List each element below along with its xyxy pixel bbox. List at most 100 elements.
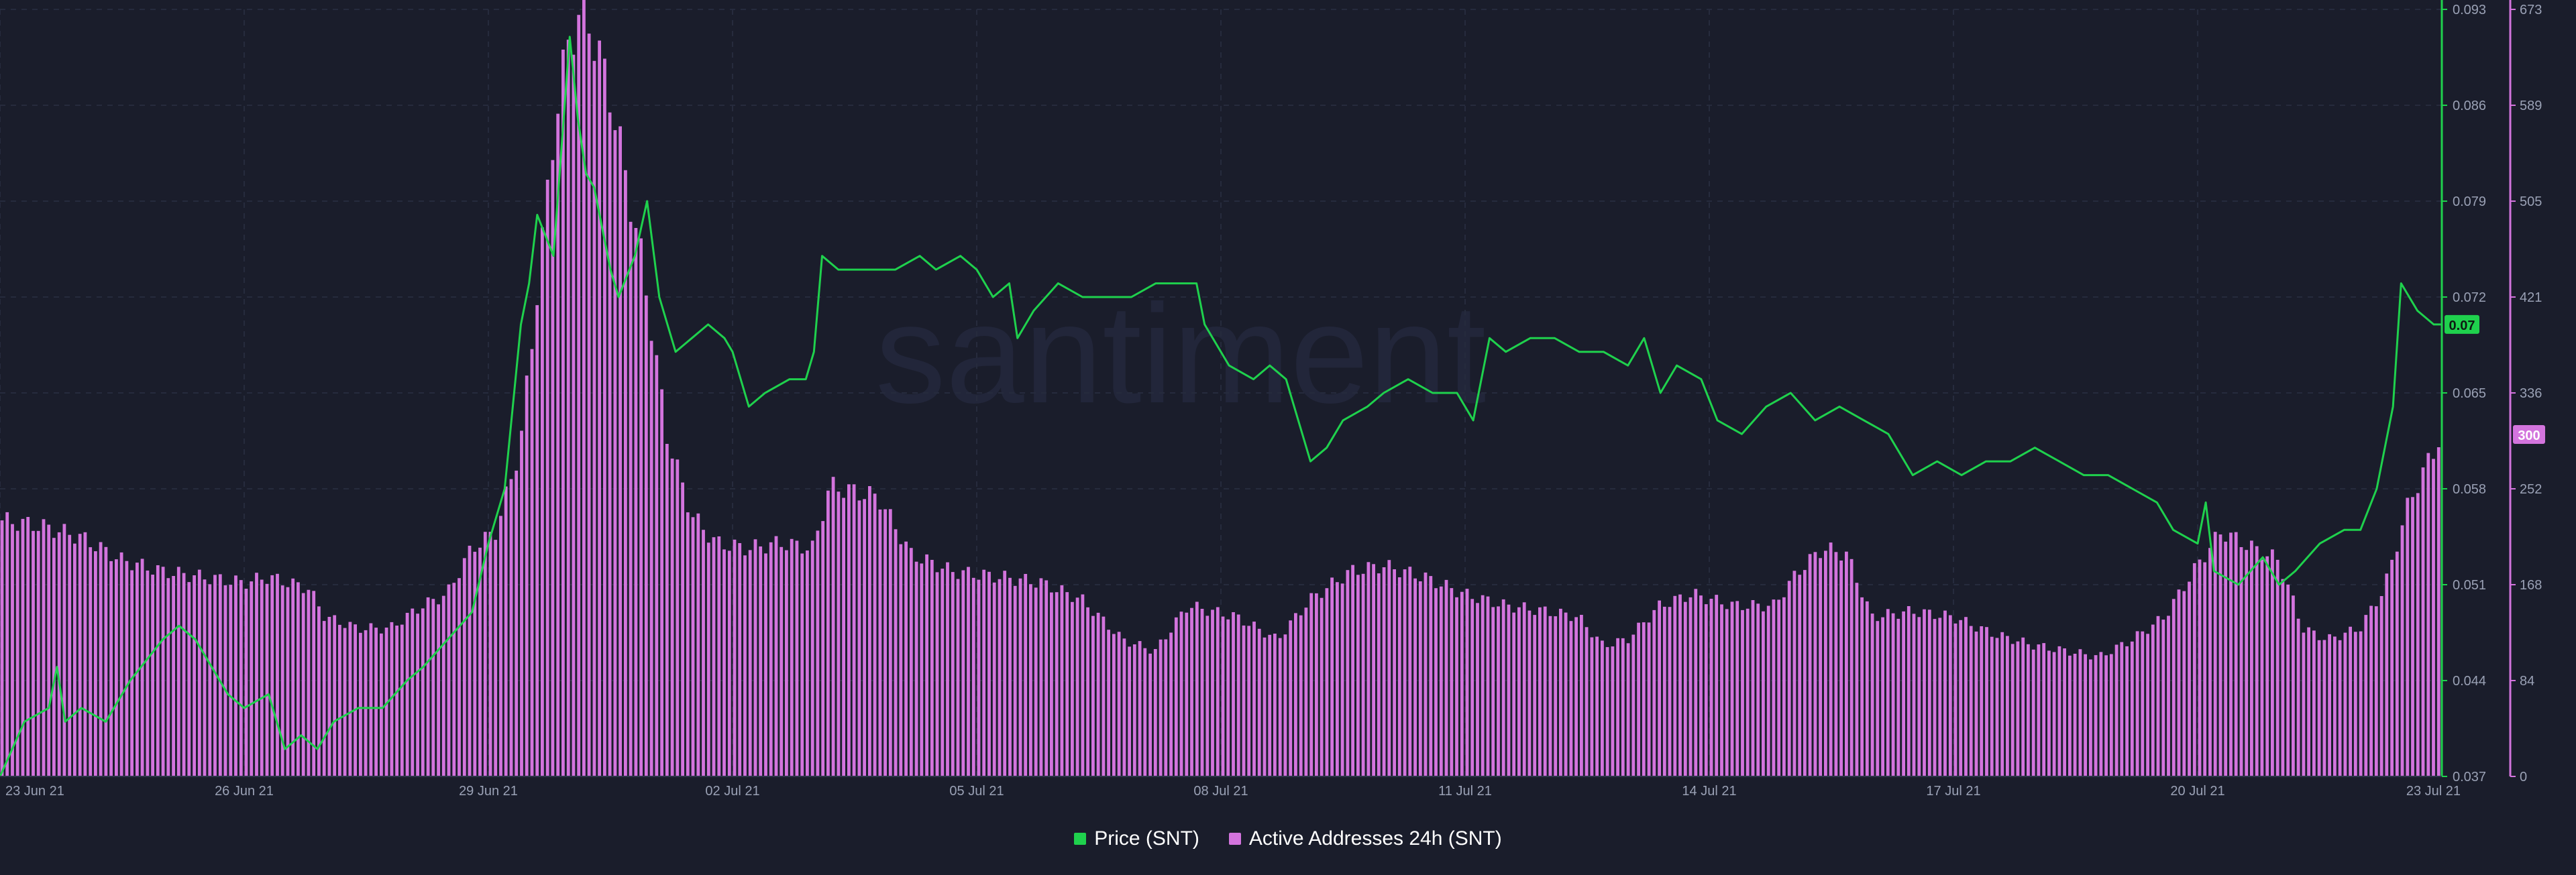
address-bar: [1658, 600, 1661, 776]
address-bar: [806, 550, 809, 776]
address-bar: [146, 570, 150, 776]
address-bar: [810, 540, 814, 776]
address-bar: [1787, 581, 1791, 776]
address-bar: [800, 553, 804, 776]
address-bar: [1216, 607, 1220, 776]
address-bar: [1424, 572, 1428, 776]
address-bar: [816, 530, 820, 776]
address-bar: [2213, 532, 2217, 776]
address-bar: [1299, 615, 1303, 776]
address-bar: [1397, 577, 1401, 776]
price-tick-label: 0.058: [2453, 482, 2486, 497]
address-bar: [748, 550, 752, 776]
address-bar: [769, 542, 773, 776]
address-bar: [1060, 585, 1064, 776]
address-bar: [2094, 655, 2098, 776]
address-bar: [1351, 565, 1354, 776]
address-bar: [1294, 613, 1297, 776]
address-bar: [57, 532, 61, 776]
address-bar: [2379, 596, 2383, 776]
address-bar: [2359, 631, 2363, 776]
address-bar: [78, 534, 82, 776]
address-bar: [1195, 601, 1199, 776]
address-bar: [483, 532, 487, 776]
address-bar: [1902, 611, 1905, 776]
address-bar: [1232, 612, 1235, 776]
address-bar: [722, 549, 726, 776]
legend-item-addresses[interactable]: Active Addresses 24h (SNT): [1228, 827, 1502, 850]
address-bar: [1268, 634, 1272, 776]
address-bar: [888, 509, 892, 776]
address-bar: [1948, 615, 1952, 776]
address-bar: [2369, 605, 2373, 776]
price-swatch: [1074, 833, 1087, 845]
address-bar: [1762, 611, 1765, 776]
address-bar: [1283, 634, 1287, 776]
address-bar: [322, 621, 326, 776]
address-bar: [925, 554, 928, 776]
address-bar: [426, 597, 430, 776]
address-bar: [1938, 618, 1942, 776]
address-bar: [785, 550, 788, 776]
address-bar: [1543, 606, 1547, 776]
address-bar: [1751, 600, 1755, 776]
address-bar: [1777, 599, 1781, 776]
address-bar: [1803, 570, 1807, 776]
address-bar: [556, 113, 560, 777]
address-bar: [1247, 626, 1251, 776]
address-bar: [213, 575, 217, 776]
address-bar: [2374, 606, 2378, 776]
value-badges: 0.07 300: [2445, 314, 2545, 445]
address-bar: [1408, 567, 1412, 776]
address-bar: [286, 587, 290, 776]
address-bar: [764, 553, 767, 776]
address-bar: [2421, 467, 2425, 776]
address-bar: [21, 518, 25, 776]
address-bar: [2312, 630, 2316, 776]
address-bar: [655, 355, 659, 776]
address-bar: [1403, 569, 1407, 776]
address-bar: [2182, 591, 2186, 776]
address-bar: [2286, 584, 2290, 776]
address-bar: [176, 567, 180, 776]
address-bar: [1876, 621, 1880, 776]
address-bar: [239, 580, 243, 776]
address-bar: [587, 34, 591, 777]
address-bar: [857, 500, 861, 776]
price-last-value: 0.07: [2449, 318, 2475, 333]
active-addresses-bars: [0, 0, 2440, 777]
legend-item-price[interactable]: Price (SNT): [1074, 827, 1199, 850]
address-bar: [2292, 595, 2295, 776]
address-bar: [1715, 595, 1719, 776]
address-bar: [1886, 609, 1890, 776]
address-bar: [1013, 585, 1017, 776]
address-bar: [1179, 611, 1183, 776]
address-bar: [2317, 640, 2321, 776]
price-last-badge: [2445, 314, 2479, 334]
address-bar: [1128, 646, 1131, 776]
address-bar: [1580, 615, 1583, 776]
address-bar: [1003, 571, 1007, 776]
address-bar: [1533, 615, 1537, 776]
address-bar: [1236, 614, 1240, 776]
address-bar: [1117, 632, 1121, 776]
address-bar: [125, 561, 129, 776]
address-bar: [1601, 640, 1604, 776]
address-bar: [1865, 601, 1869, 776]
address-bar: [2010, 644, 2015, 776]
address-bar: [1611, 646, 1615, 776]
address-bar: [727, 550, 731, 776]
address-bar: [572, 54, 576, 777]
address-bar: [2385, 573, 2389, 776]
address-bar: [842, 498, 845, 776]
address-bar: [2027, 644, 2030, 776]
address-bar: [2042, 643, 2046, 776]
price-line: [0, 36, 2442, 777]
address-bar: [1096, 612, 1100, 776]
address-bar: [380, 633, 383, 776]
address-bar: [1808, 554, 1812, 776]
address-bar: [1512, 612, 1516, 776]
address-bar: [577, 15, 581, 777]
